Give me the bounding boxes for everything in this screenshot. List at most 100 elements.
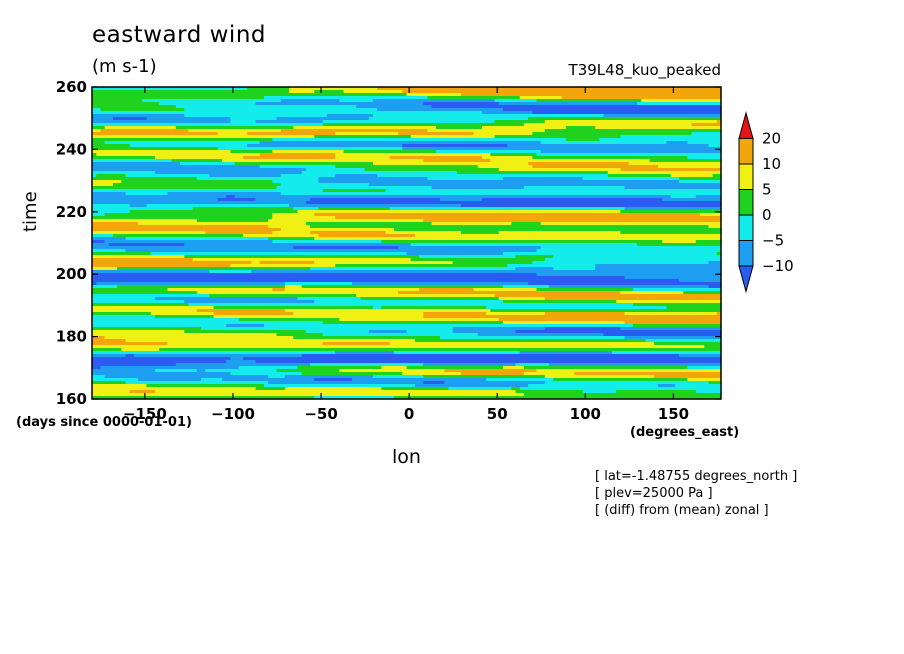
heatmap-cell — [117, 183, 122, 187]
heatmap-cell — [603, 177, 609, 181]
heatmap-cell — [683, 183, 689, 187]
heatmap-cell — [591, 93, 596, 97]
heatmap-cell — [305, 171, 311, 175]
heatmap-cell — [653, 108, 659, 112]
heatmap-cell — [712, 117, 718, 121]
heatmap-cell — [674, 132, 680, 136]
heatmap-cell — [100, 180, 106, 184]
heatmap-cell — [238, 87, 244, 91]
heatmap-cell — [687, 135, 693, 139]
heatmap-cell — [448, 102, 454, 106]
heatmap-cell — [683, 120, 689, 124]
heatmap-cell — [263, 162, 269, 166]
heatmap-cell — [280, 105, 286, 109]
heatmap-cell — [188, 168, 194, 172]
heatmap-cell — [289, 132, 294, 136]
heatmap-cell — [637, 141, 642, 145]
heatmap-cell — [603, 168, 609, 172]
heatmap-cell — [632, 138, 638, 142]
heatmap-cell — [620, 126, 626, 130]
heatmap-cell — [272, 138, 278, 142]
heatmap-cell — [293, 156, 299, 160]
heatmap-cell — [570, 90, 575, 94]
heatmap-cell — [108, 120, 114, 124]
heatmap-cell — [624, 183, 630, 187]
heatmap-cell — [314, 144, 320, 148]
heatmap-cell — [221, 147, 227, 151]
heatmap-cell — [100, 171, 106, 175]
heatmap-cell — [423, 135, 429, 139]
heatmap-cell — [276, 183, 282, 187]
heatmap-cell — [322, 147, 328, 151]
heatmap-cell — [138, 156, 143, 160]
heatmap-cell — [393, 111, 399, 115]
heatmap-cell — [335, 177, 340, 181]
heatmap-cell — [595, 156, 600, 160]
heatmap-cell — [351, 90, 357, 94]
heatmap-cell — [461, 93, 466, 97]
heatmap-cell — [624, 132, 630, 136]
heatmap-cell — [578, 90, 584, 94]
heatmap-cell — [649, 114, 655, 118]
heatmap-cell — [251, 96, 257, 100]
heatmap-cell — [586, 147, 592, 151]
heatmap-cell — [171, 135, 177, 139]
heatmap-cell — [259, 108, 265, 112]
heatmap-cell — [92, 132, 97, 136]
heatmap-cell — [133, 156, 139, 160]
heatmap-cell — [691, 147, 697, 151]
heatmap-cell — [477, 177, 483, 181]
heatmap-cell — [175, 114, 181, 118]
heatmap-cell — [511, 120, 517, 124]
heatmap-cell — [712, 138, 718, 142]
heatmap-cell — [398, 102, 403, 106]
heatmap-cell — [238, 132, 244, 136]
heatmap-cell — [175, 129, 181, 133]
heatmap-cell — [389, 168, 395, 172]
heatmap-cell — [213, 159, 219, 163]
heatmap-cell — [217, 150, 223, 154]
heatmap-cell — [372, 159, 378, 163]
heatmap-cell — [263, 186, 269, 190]
heatmap-cell — [125, 144, 131, 148]
heatmap-cell — [611, 174, 617, 178]
heatmap-cell — [632, 180, 638, 184]
heatmap-cell — [133, 120, 139, 124]
heatmap-cell — [570, 177, 575, 181]
heatmap-cell — [515, 141, 521, 145]
heatmap-cell — [335, 93, 340, 97]
heatmap-cell — [515, 129, 521, 133]
heatmap-cell — [507, 102, 512, 106]
heatmap-cell — [658, 96, 663, 100]
heatmap-cell — [595, 162, 600, 166]
heatmap-cell — [553, 123, 559, 127]
heatmap-cell — [398, 174, 403, 178]
heatmap-cell — [523, 162, 529, 166]
heatmap-cell — [595, 159, 600, 163]
heatmap-cell — [628, 135, 634, 139]
heatmap-cell — [456, 105, 462, 109]
heatmap-cell — [142, 162, 148, 166]
heatmap-cell — [259, 144, 265, 148]
heatmap-cell — [205, 150, 211, 154]
heatmap-cell — [297, 177, 303, 181]
heatmap-cell — [159, 141, 164, 145]
heatmap-cell — [578, 120, 584, 124]
heatmap-cell — [368, 144, 374, 148]
heatmap-cell — [549, 90, 554, 94]
heatmap-cell — [645, 117, 651, 121]
heatmap-cell — [679, 135, 684, 139]
heatmap-cell — [377, 93, 382, 97]
heatmap-cell — [377, 138, 382, 142]
heatmap-cell — [146, 144, 152, 148]
heatmap-cell — [263, 132, 269, 136]
heatmap-cell — [343, 126, 349, 130]
heatmap-cell — [368, 126, 374, 130]
heatmap-cell — [561, 126, 567, 130]
heatmap-cell — [666, 144, 672, 148]
heatmap-cell — [591, 147, 596, 151]
heatmap-cell — [96, 96, 101, 100]
heatmap-cell — [234, 96, 240, 100]
heatmap-cell — [112, 183, 118, 187]
heatmap-cell — [217, 144, 223, 148]
